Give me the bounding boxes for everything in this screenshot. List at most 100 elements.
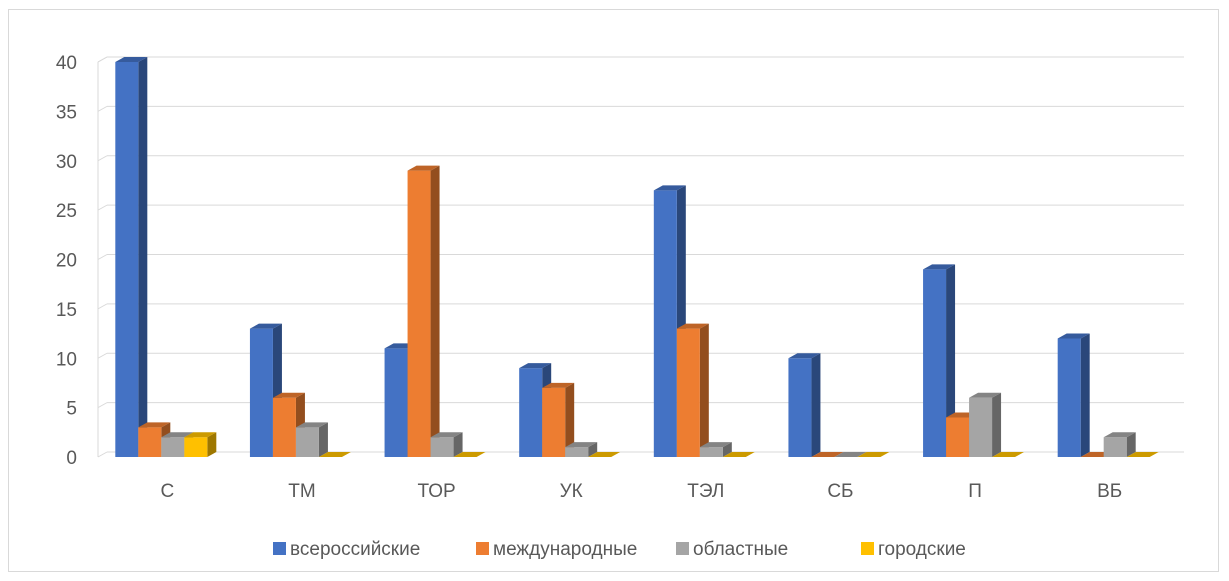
bar [1126, 452, 1159, 457]
bar-top [519, 363, 552, 369]
gridline-depth [97, 155, 108, 162]
bar-side [588, 442, 598, 457]
bar-top [138, 422, 171, 428]
bar-top [430, 432, 463, 438]
bar [318, 452, 351, 457]
gridline-depth [97, 105, 108, 112]
bar-top [1103, 432, 1136, 438]
bar-side [565, 382, 575, 457]
bar-front [384, 348, 408, 457]
x-axis: С ТМ ТОР УК ТЭЛ СБ П ВБ [160, 481, 1122, 502]
bar-side [318, 422, 328, 457]
bar-top [923, 264, 956, 270]
legend-label: городские [878, 539, 966, 560]
y-tick-label: 20 [56, 251, 77, 272]
legend-item: всероссийские [273, 539, 420, 560]
bar-front [1057, 338, 1081, 457]
bar-top [811, 452, 844, 457]
bar-top [318, 452, 351, 457]
bar-front [1103, 437, 1127, 457]
bar-front [542, 387, 566, 457]
bar [788, 353, 821, 457]
bar-top [1126, 452, 1159, 457]
bar [115, 57, 148, 457]
y-tick-label: 40 [56, 53, 77, 74]
bar [542, 382, 575, 457]
gridline-depth [97, 402, 108, 409]
bar [295, 422, 328, 457]
x-tick-label: ТЭЛ [687, 481, 724, 502]
bar [811, 452, 844, 457]
bar [1103, 432, 1136, 457]
bar-top [834, 452, 867, 457]
y-tick-label: 25 [56, 201, 77, 222]
bar [1057, 333, 1090, 457]
bar-front [430, 437, 454, 457]
bar-top [588, 452, 621, 457]
bar-side [207, 432, 217, 457]
bar-side [946, 264, 956, 457]
bar-front [295, 427, 319, 457]
bar-top [857, 452, 890, 457]
bar [453, 452, 486, 457]
gridline-depth [97, 303, 108, 310]
bar [969, 392, 1002, 457]
legend-swatch [676, 542, 689, 555]
bar-front [184, 437, 208, 457]
y-tick-label: 10 [56, 349, 77, 370]
legend-label: всероссийские [290, 539, 420, 560]
x-tick-label: ТОР [417, 481, 455, 502]
bar-top [272, 392, 305, 398]
legend: всероссийские международные областные город… [273, 539, 966, 560]
bar-front [653, 190, 677, 457]
bar [184, 432, 217, 457]
bar [588, 452, 621, 457]
bar-top [453, 452, 486, 457]
bar-top [788, 353, 821, 359]
bar-front [407, 170, 431, 457]
x-tick-label: С [160, 481, 174, 502]
bar-top [1057, 333, 1090, 339]
x-tick-label: УК [560, 481, 583, 502]
bar-top [676, 323, 709, 329]
bar [992, 452, 1025, 457]
bar-front [272, 397, 296, 457]
bar-side [722, 442, 732, 457]
bar-front [969, 397, 993, 457]
y-tick-label: 35 [56, 102, 77, 123]
bar-top [565, 442, 598, 448]
bar [676, 323, 709, 457]
y-tick-label: 0 [66, 448, 77, 469]
bar-front [519, 368, 543, 457]
legend-swatch [273, 542, 286, 555]
bar-side [992, 392, 1002, 457]
bar-front [115, 62, 139, 457]
bar-top [722, 452, 755, 457]
y-tick-label: 15 [56, 300, 77, 321]
bar-top [969, 392, 1002, 398]
bar-top [115, 57, 148, 62]
bar-side [811, 353, 821, 457]
bar-side [453, 432, 463, 457]
bar-front [923, 269, 947, 457]
bar-top [699, 442, 732, 448]
chart-frame [8, 9, 1219, 572]
legend-swatch [861, 542, 874, 555]
bar-side [138, 57, 148, 457]
bar-top [542, 382, 575, 388]
y-axis: 0 5 10 15 20 25 30 35 40 [56, 53, 108, 469]
legend-item: международные [476, 539, 637, 560]
x-tick-label: ТМ [288, 481, 315, 502]
bar-top [161, 432, 194, 438]
bar [857, 452, 890, 457]
bar-front [138, 427, 162, 457]
bar-front [676, 328, 700, 457]
bar [923, 264, 956, 457]
bar [249, 323, 282, 457]
bar [565, 442, 598, 457]
bar-front [565, 447, 589, 457]
bar [834, 452, 867, 457]
bars [115, 57, 1159, 457]
bar-side [430, 165, 440, 457]
